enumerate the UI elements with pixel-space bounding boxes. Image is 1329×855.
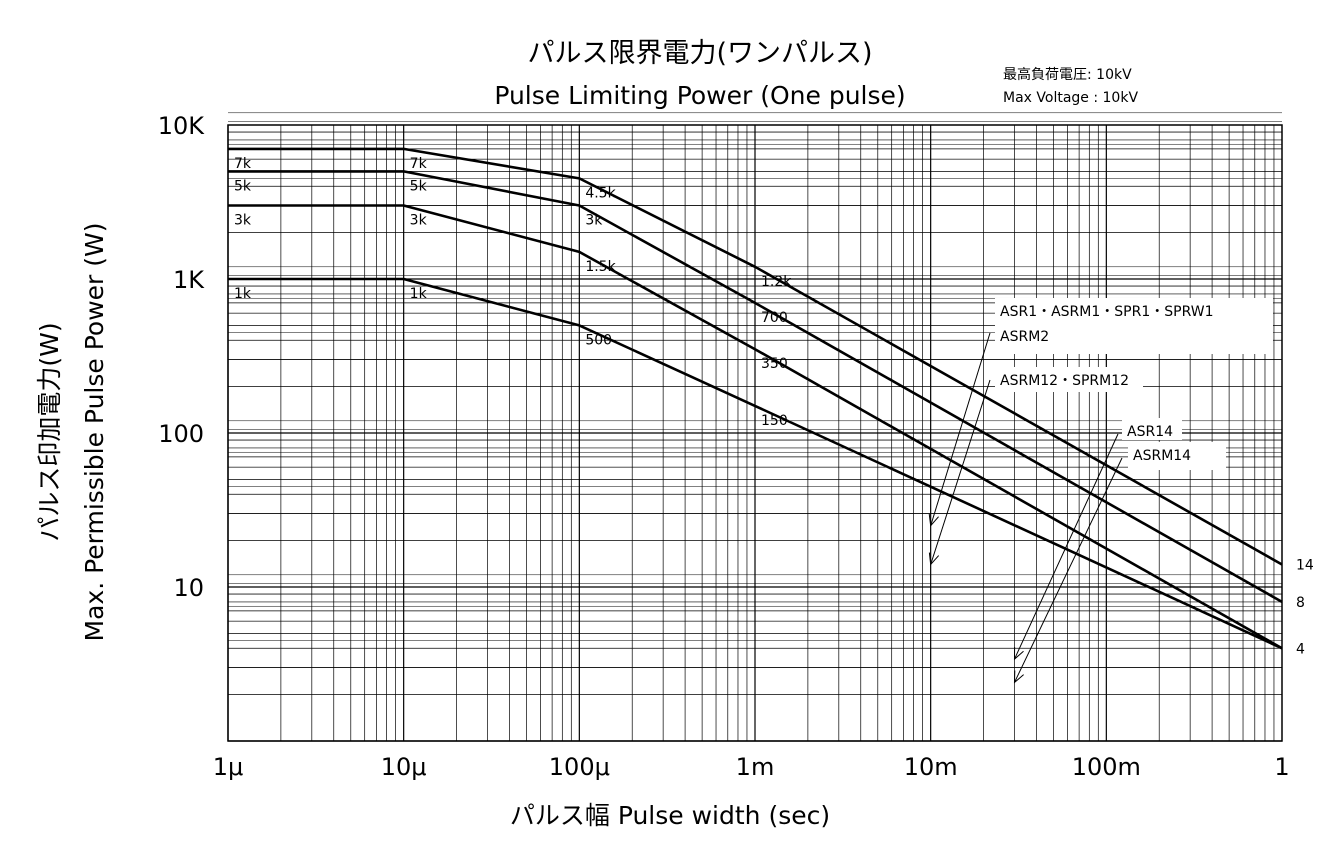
point-label: 1k xyxy=(410,286,428,302)
x-tick-label: 10μ xyxy=(381,753,427,781)
x-tick-label: 10m xyxy=(904,753,958,781)
legend-arrow-head xyxy=(928,552,940,566)
legend-label: ASRM2 xyxy=(1000,329,1049,345)
legend-arrow-head xyxy=(1013,670,1024,684)
point-labels: 7k 7k 4.5k 1.2k 5k 5k 3k 700 3k 3k 1.5k 350 1k 1k 500 1… xyxy=(234,156,792,429)
series-line xyxy=(228,147,1283,566)
series-end-label: 4 xyxy=(1296,641,1305,657)
point-label: 1.5k xyxy=(585,259,616,275)
point-label: 1.2k xyxy=(761,274,792,290)
y-tick-label: 10 xyxy=(173,574,204,602)
point-label: 150 xyxy=(761,413,788,429)
point-label: 5k xyxy=(234,178,252,194)
point-label: 700 xyxy=(761,310,788,326)
series-end-label: 14 xyxy=(1296,557,1314,573)
legend-arrow-head xyxy=(928,513,939,527)
y-tick-label: 10K xyxy=(158,112,206,140)
point-label: 3k xyxy=(585,213,603,229)
y-axis-label-en: Max. Permissible Pulse Power (W) xyxy=(80,223,109,642)
y-tick-label: 100 xyxy=(158,420,204,448)
plot-frame xyxy=(227,124,1283,742)
legend-arrow xyxy=(930,332,991,526)
point-label: 3k xyxy=(410,213,428,229)
legend-label: ASRM12・SPRM12 xyxy=(1000,373,1129,389)
point-label: 1k xyxy=(234,286,252,302)
legend-arrow-head xyxy=(1013,647,1024,661)
series-lines xyxy=(228,147,1283,650)
legend-arrow xyxy=(930,379,991,565)
max-voltage-note-jp: 最高負荷電圧: 10kV xyxy=(1003,66,1132,83)
series-line xyxy=(228,277,1283,650)
legend-label: ASRM14 xyxy=(1133,448,1191,464)
axis-ticks: 1μ 10μ 100μ 1m 10m 100m 1 10K 1K 100 10 xyxy=(158,112,1290,781)
series-end-labels: 14 8 4 xyxy=(1296,557,1314,657)
legend-box xyxy=(1122,418,1182,440)
series-annotations: ASR1・ASRM1・SPR1・SPRW1 ASRM2 ASRM12・SPRM12 A… xyxy=(928,298,1273,684)
x-tick-label: 100μ xyxy=(549,753,610,781)
legend-arrow xyxy=(1014,457,1123,683)
chart-title-jp: パルス限界電力(ワンパルス) xyxy=(527,38,872,69)
point-label: 350 xyxy=(761,356,788,372)
point-label: 7k xyxy=(234,156,252,172)
max-voltage-note-en: Max Voltage : 10kV xyxy=(1003,90,1138,106)
legend-box xyxy=(1128,442,1226,470)
legend-arrow xyxy=(1014,433,1119,660)
point-label: 4.5k xyxy=(585,185,616,201)
chart-title-en: Pulse Limiting Power (One pulse) xyxy=(494,81,905,110)
x-tick-label: 1m xyxy=(736,753,775,781)
series-line xyxy=(228,204,1283,650)
legend-box xyxy=(995,367,1143,392)
point-label: 5k xyxy=(410,178,428,194)
point-label: 3k xyxy=(234,213,252,229)
x-tick-label: 100m xyxy=(1072,753,1141,781)
x-tick-label: 1μ xyxy=(213,753,244,781)
x-tick-label: 1 xyxy=(1274,753,1289,781)
y-axis-label-jp: パルス印加電力(W) xyxy=(35,322,64,541)
series-end-label: 8 xyxy=(1296,595,1305,611)
y-tick-label: 1K xyxy=(173,266,205,294)
series-line xyxy=(228,170,1283,604)
point-label: 500 xyxy=(585,332,612,348)
legend-label: ASR14 xyxy=(1127,424,1173,440)
point-label: 7k xyxy=(410,156,428,172)
legend-label: ASR1・ASRM1・SPR1・SPRW1 xyxy=(1000,304,1213,320)
legend-box xyxy=(995,298,1273,354)
x-axis-label: パルス幅 Pulse width (sec) xyxy=(510,801,830,830)
